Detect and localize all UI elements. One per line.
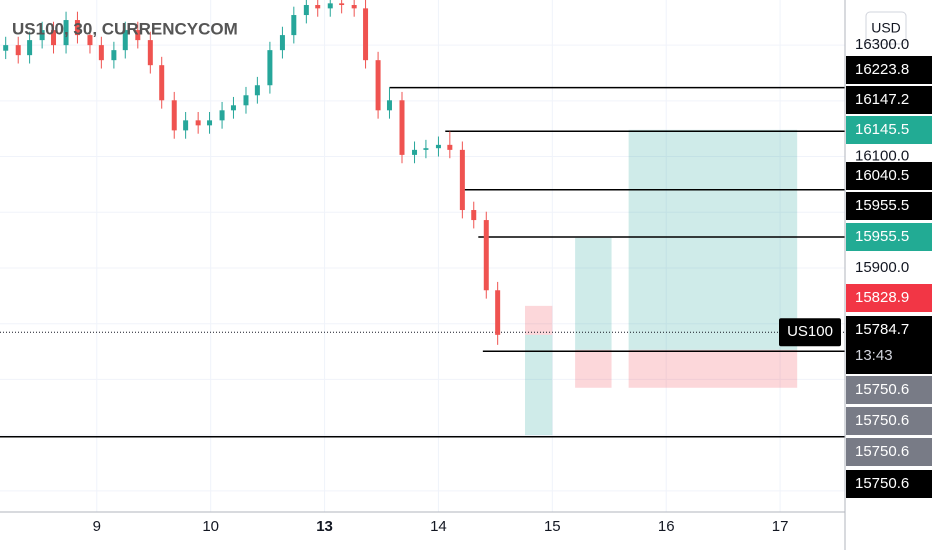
candle-body	[447, 144, 453, 150]
position-stop	[524, 305, 553, 335]
candle-body	[459, 149, 465, 211]
candle-body	[135, 30, 141, 41]
candle-body	[74, 20, 80, 36]
candle-body	[51, 30, 57, 46]
x-tick-label: 16	[658, 518, 675, 535]
price-label-bg	[846, 116, 932, 144]
symbol-label: US100	[787, 323, 833, 340]
price-label-bg	[846, 192, 932, 220]
position-target	[575, 237, 612, 350]
price-label: 15955.5	[855, 228, 909, 245]
candle-body	[122, 30, 128, 51]
candle-body	[63, 20, 69, 46]
price-label-bg	[846, 316, 932, 374]
candle-body	[3, 45, 9, 51]
candle-body	[435, 144, 441, 149]
price-label: 15750.6	[855, 443, 909, 460]
candle-body	[483, 220, 489, 291]
symbol-label-bg	[779, 318, 841, 347]
price-label-bg	[846, 86, 932, 114]
price-label: 16040.5	[855, 167, 909, 184]
candle-body	[315, 5, 321, 9]
countdown-label: 13:43	[855, 347, 893, 364]
x-tick-label: 13	[316, 518, 333, 535]
price-label-bg	[846, 162, 932, 190]
price-label: 15750.6	[855, 381, 909, 398]
candle-body	[279, 35, 285, 51]
candle-body	[303, 5, 309, 16]
chart-title: US100, 30, CURRENCYCOM	[12, 19, 238, 38]
candle-body	[207, 120, 213, 126]
candle-body	[386, 100, 392, 111]
candle-body	[291, 15, 297, 36]
price-label-bg	[846, 376, 932, 404]
currency-label[interactable]: USD	[871, 20, 901, 36]
candle-body	[267, 50, 273, 86]
candle-body	[375, 60, 381, 111]
y-tick-label: 15900.0	[855, 259, 909, 276]
position-target	[628, 129, 798, 350]
candle-body	[39, 30, 45, 41]
candle-body	[171, 100, 177, 131]
candle-body	[423, 148, 429, 150]
price-label-bg	[846, 407, 932, 435]
x-tick-label: 14	[430, 518, 447, 535]
position-stop	[628, 349, 798, 388]
candle-body	[87, 35, 93, 46]
candle-body	[111, 50, 117, 61]
candle-body	[15, 45, 21, 56]
x-tick-label: 10	[202, 518, 219, 535]
price-label: 16223.8	[855, 61, 909, 78]
candle-body	[254, 85, 260, 96]
price-label-bg	[846, 470, 932, 498]
candle-body	[219, 110, 225, 121]
candle-body	[327, 3, 333, 9]
candle-body	[183, 120, 189, 131]
candle-body	[159, 65, 165, 101]
candle-body	[98, 45, 104, 61]
candle-body	[27, 40, 33, 56]
price-label: 15784.7	[855, 321, 909, 338]
candle-body	[230, 105, 236, 111]
candle-body	[495, 290, 501, 335]
price-label: 16145.5	[855, 121, 909, 138]
x-tick-label: 15	[544, 518, 561, 535]
candle-body	[243, 95, 249, 106]
candle-body	[363, 8, 369, 61]
price-label-bg	[846, 284, 932, 312]
currency-button[interactable]	[865, 11, 907, 45]
candle-body	[147, 40, 153, 66]
price-label: 15955.5	[855, 197, 909, 214]
position-target	[524, 334, 553, 436]
price-label-bg	[846, 438, 932, 466]
price-label: 16147.2	[855, 91, 909, 108]
price-label-bg	[846, 56, 932, 84]
candle-body	[339, 3, 345, 6]
y-tick-label: 16100.0	[855, 148, 909, 165]
position-stop	[575, 349, 612, 388]
x-tick-label: 9	[93, 518, 101, 535]
candle-body	[351, 5, 357, 9]
x-tick-label: 17	[772, 518, 789, 535]
candle-body	[412, 149, 418, 155]
y-tick-label: 16300.0	[855, 36, 909, 53]
price-label: 15750.6	[855, 412, 909, 429]
price-label: 15750.6	[855, 475, 909, 492]
price-label: 15828.9	[855, 289, 909, 306]
price-label-bg	[846, 223, 932, 251]
candle-body	[195, 120, 201, 126]
candle-body	[471, 210, 477, 221]
candle-body	[399, 100, 405, 155]
